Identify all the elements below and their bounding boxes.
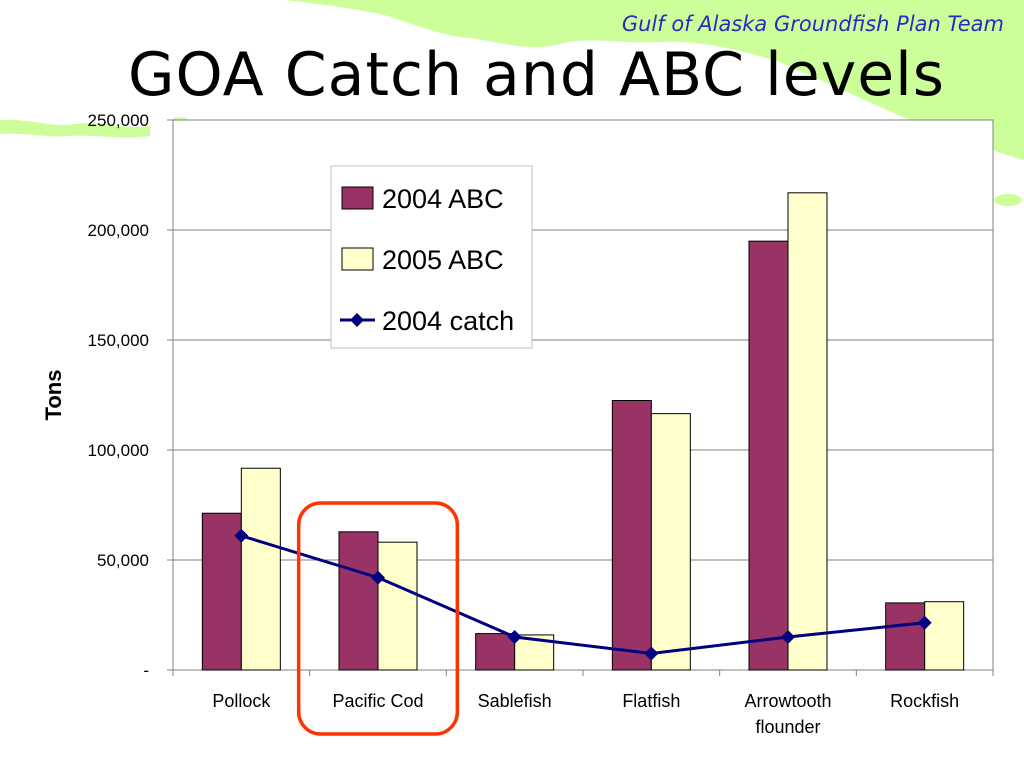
- bar-2004-abc: [338, 531, 379, 671]
- bar-2005-abc: [650, 413, 691, 671]
- chart-title: GOA Catch and ABC levels: [128, 40, 946, 110]
- highlight-box: [296, 501, 460, 736]
- y-axis-label: Tons: [41, 370, 66, 421]
- bar-2005-abc: [787, 192, 828, 671]
- catch-point-marker: [917, 615, 932, 630]
- x-category-label: Rockfish: [890, 691, 959, 711]
- catch-point-marker: [371, 570, 385, 585]
- bar-2005-abc: [924, 601, 965, 671]
- x-category-label: Arrowtooth: [744, 691, 831, 711]
- bar-2004-abc: [201, 512, 242, 671]
- y-tick-label: 50,000: [97, 551, 149, 570]
- legend-entry-label: 2005 ABC: [382, 245, 504, 275]
- legend-entry-label: 2004 ABC: [382, 184, 504, 214]
- legend: 2004 ABC 2005 ABC 2004 catch: [330, 165, 533, 349]
- x-category-label: flounder: [755, 717, 820, 737]
- x-category-label: Pacific Cod: [332, 691, 423, 711]
- alaska-landmass: [285, 0, 1024, 160]
- island-shape: [994, 194, 1022, 206]
- legend-swatch: [341, 247, 374, 271]
- x-category-label: Sablefish: [478, 691, 552, 711]
- x-category-label: Flatfish: [622, 691, 680, 711]
- x-category-label: Pollock: [212, 691, 271, 711]
- y-tick-label: 150,000: [88, 331, 149, 350]
- bar-2004-abc: [748, 240, 789, 671]
- y-tick-label: 250,000: [88, 111, 149, 130]
- y-tick-label: 200,000: [88, 221, 149, 240]
- peninsula-shape: [0, 119, 150, 138]
- legend-swatch: [341, 186, 374, 210]
- legend-entry-label: 2004 catch: [382, 306, 514, 336]
- plan-team-label: Gulf of Alaska Groundfish Plan Team: [621, 12, 1004, 36]
- catch-point-marker: [781, 630, 795, 644]
- catch-point-marker: [234, 528, 249, 543]
- bar-2004-abc: [475, 633, 516, 671]
- catch-point-marker: [644, 646, 659, 661]
- y-tick-label: -: [143, 661, 149, 680]
- legend-marker: [350, 313, 364, 327]
- bar-2004-abc: [885, 602, 926, 671]
- catch-point-marker: [507, 630, 522, 644]
- line-2004-catch: [240, 534, 925, 656]
- bar-2005-abc: [240, 467, 281, 671]
- y-tick-label: 100,000: [88, 441, 149, 460]
- bar-2005-abc: [377, 541, 418, 671]
- bar-2004-abc: [611, 400, 652, 671]
- island-shape: [1, 123, 19, 131]
- plot-area: [172, 119, 994, 671]
